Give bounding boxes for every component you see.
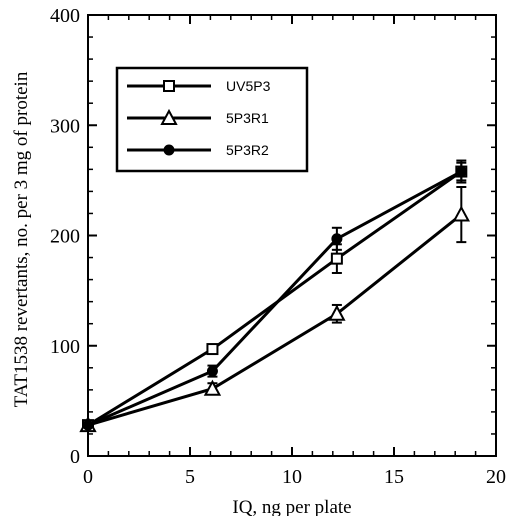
series-layer	[79, 159, 470, 433]
y-tick-label: 200	[50, 226, 80, 248]
series-uv5p3	[82, 161, 468, 432]
x-axis: 0 5 10 15 20	[83, 15, 506, 488]
x-axis-label: IQ, ng per plate	[232, 497, 351, 516]
y-tick-label: 400	[50, 5, 80, 27]
data-point	[206, 365, 218, 377]
series-line	[87, 170, 463, 427]
y-axis-label: TAT1538 revertants, no. per 3 mg of prot…	[11, 71, 32, 407]
legend-marker	[163, 80, 175, 92]
data-point	[452, 205, 470, 222]
y-tick-label: 100	[50, 336, 80, 358]
legend-label: 5P3R2	[226, 142, 269, 158]
y-axis: 0 100 200 300 400	[50, 5, 496, 468]
y-tick-label: 300	[50, 115, 80, 137]
x-tick-label: 20	[486, 466, 506, 488]
legend: UV5P3 5P3R1 5P3R2	[115, 66, 309, 173]
legend-label: 5P3R1	[226, 110, 269, 126]
data-point	[203, 379, 222, 396]
legend-marker	[163, 144, 175, 156]
x-tick-label: 15	[384, 466, 404, 488]
series-line	[87, 213, 463, 427]
series-5p3r2	[82, 159, 467, 431]
x-tick-label: 5	[185, 466, 195, 488]
data-point	[455, 166, 467, 178]
legend-marker	[160, 108, 178, 125]
series-line	[87, 170, 463, 427]
x-tick-label: 10	[282, 466, 302, 488]
data-point	[330, 252, 343, 265]
legend-label: UV5P3	[226, 78, 271, 94]
data-point	[206, 343, 219, 356]
data-point	[328, 304, 346, 321]
data-point	[82, 419, 94, 431]
y-tick-label: 0	[70, 446, 80, 468]
x-tick-label: 0	[83, 466, 93, 488]
data-point	[331, 233, 343, 245]
